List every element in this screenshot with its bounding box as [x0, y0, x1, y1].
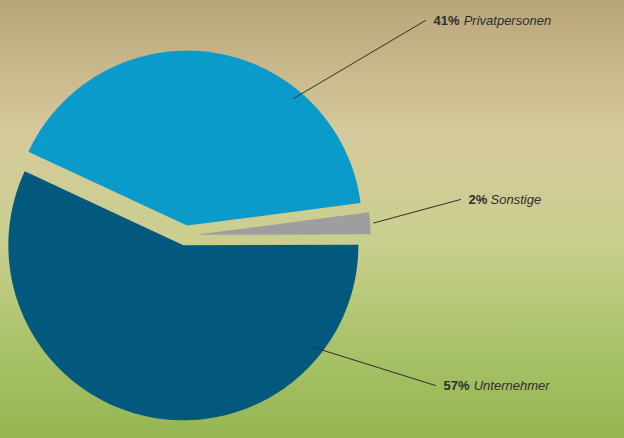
svg-text:41%: 41% — [434, 13, 460, 28]
svg-text:57%: 57% — [444, 378, 470, 393]
svg-text:Sonstige: Sonstige — [491, 192, 542, 207]
svg-text:Unternehmer: Unternehmer — [474, 378, 551, 393]
svg-text:2%: 2% — [469, 192, 488, 207]
svg-text:Privatpersonen: Privatpersonen — [464, 13, 551, 28]
